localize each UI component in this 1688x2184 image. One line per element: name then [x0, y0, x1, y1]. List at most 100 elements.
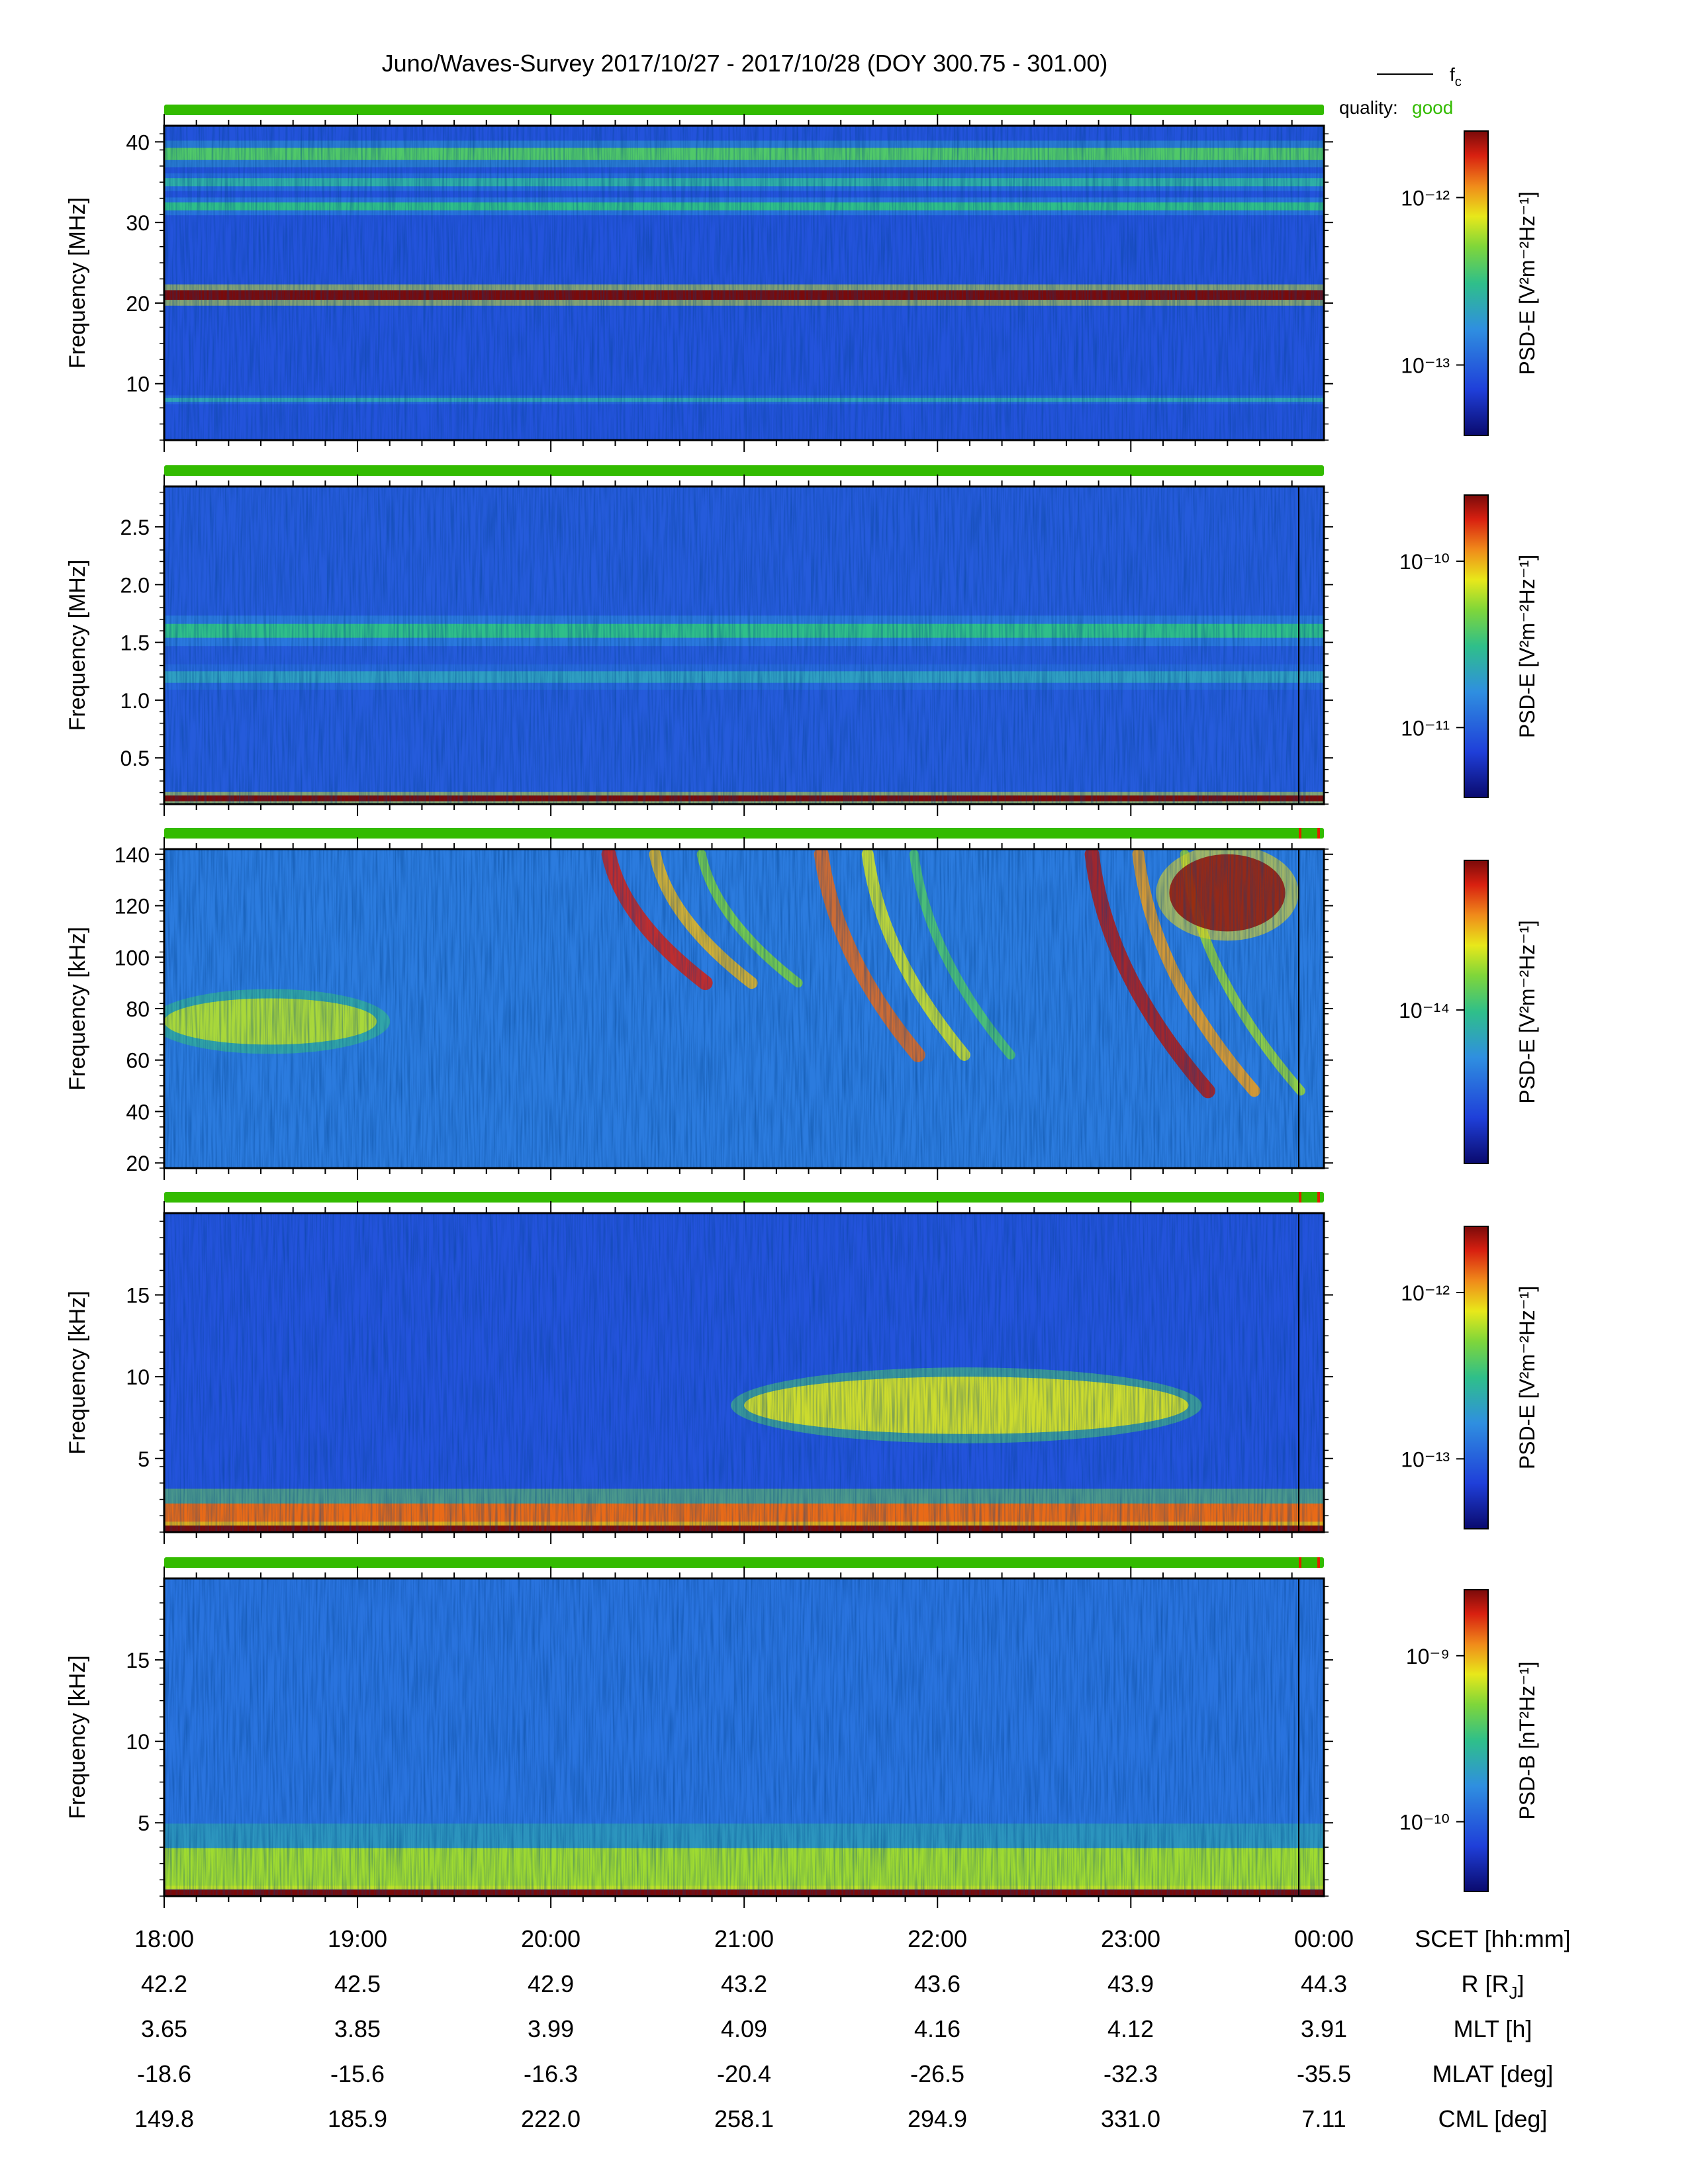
- ephemeris-value-4-0: 149.8: [134, 2105, 194, 2132]
- ephemeris-value-2-1: 3.85: [334, 2015, 381, 2042]
- ephemeris-label-0: SCET [hh:mm]: [1415, 1925, 1570, 1952]
- panel2-ytick-label-4: 2.5: [120, 516, 150, 539]
- panel5-colorbar-tick-label-1: 10⁻⁹: [1406, 1645, 1450, 1668]
- panel2-colorbar-tick-label-1: 10⁻¹⁰: [1399, 550, 1450, 574]
- ephemeris-value-0-5: 23:00: [1101, 1925, 1160, 1952]
- ephemeris-value-3-4: -26.5: [910, 2060, 964, 2087]
- panel3-quality-flag-1: [1317, 828, 1320, 839]
- panel3-quality-flag-0: [1299, 828, 1301, 839]
- ephemeris-value-1-4: 43.6: [914, 1970, 961, 1997]
- panel1-ytick-label-2: 30: [126, 211, 150, 235]
- ephemeris-value-4-1: 185.9: [328, 2105, 387, 2132]
- panel2-ytick-label-0: 0.5: [120, 747, 150, 770]
- panel2-colorbar: [1464, 494, 1489, 798]
- panel4-colorbar: [1464, 1226, 1489, 1529]
- panel4-spectrogram: 5 10 15 Frequency [kHz] 10⁻¹³ 10⁻¹² PSD-E [V²m…: [65, 1192, 1539, 1544]
- panel5-spectrogram: 5 10 15 Frequency [kHz] 10⁻¹⁰ 10⁻⁹ PSD-B [nT²H…: [65, 1557, 1539, 1908]
- panel2-ytick-label-1: 1.0: [120, 689, 150, 713]
- panel2-texture: [164, 486, 1324, 804]
- panel3-texture: [164, 849, 1324, 1168]
- ephemeris-value-4-6: 7.11: [1301, 2105, 1346, 2132]
- panel3-spectrogram: 20 40 60 80 100 120 140 Frequency [kHz] 10⁻¹⁴ PSD…: [65, 828, 1539, 1180]
- ephemeris-value-0-6: 00:00: [1294, 1925, 1354, 1952]
- ephemeris-label-2: MLT [h]: [1454, 2015, 1532, 2042]
- panel4-ylabel: Frequency [kHz]: [65, 1291, 90, 1455]
- ephemeris-value-3-2: -16.3: [524, 2060, 578, 2087]
- panel1-texture: [164, 126, 1324, 440]
- ephemeris-value-1-6: 44.3: [1301, 1970, 1347, 1997]
- panel5-quality-flag-0: [1299, 1557, 1301, 1568]
- ephemeris-value-4-3: 258.1: [714, 2105, 774, 2132]
- panel2-ytick-label-3: 2.0: [120, 573, 150, 597]
- panel1-spectrogram: 10 20 30 40 Frequency [MHz] 10⁻¹³ 10⁻¹² PSD-E […: [65, 105, 1539, 452]
- panel3-ytick-label-1: 40: [126, 1100, 150, 1124]
- panel1-colorbar-tick-label-0: 10⁻¹³: [1401, 354, 1450, 378]
- panel2-ytick-label-2: 1.5: [120, 631, 150, 655]
- ephemeris-value-1-3: 43.2: [721, 1970, 767, 1997]
- panel3-colorbar-label: PSD-E [V²m⁻²Hz⁻¹]: [1515, 920, 1539, 1103]
- ephemeris-value-3-1: -15.6: [330, 2060, 385, 2087]
- panel4-colorbar-label: PSD-E [V²m⁻²Hz⁻¹]: [1515, 1286, 1539, 1469]
- ephemeris-label-1: R [RJ]: [1461, 1970, 1524, 2003]
- panel4-texture: [164, 1213, 1324, 1532]
- panel2-quality-bar: [164, 465, 1324, 476]
- ephemeris-value-2-3: 4.09: [721, 2015, 767, 2042]
- fc-legend: fc: [1377, 64, 1462, 89]
- panel3-colorbar: [1464, 860, 1489, 1164]
- ephemeris-value-3-5: -32.3: [1103, 2060, 1158, 2087]
- ephemeris-label-4: CML [deg]: [1438, 2105, 1548, 2132]
- ephemeris-value-2-6: 3.91: [1301, 2015, 1347, 2042]
- panel5-quality-flag-1: [1317, 1557, 1320, 1568]
- ephemeris-value-4-2: 222.0: [521, 2105, 581, 2132]
- panel3-ytick-label-5: 120: [115, 895, 150, 919]
- panel3-ytick-label-0: 20: [126, 1152, 150, 1175]
- ephemeris-value-3-6: -35.5: [1297, 2060, 1351, 2087]
- panel1-ytick-label-3: 40: [126, 130, 150, 154]
- ephemeris-value-1-5: 43.9: [1107, 1970, 1154, 1997]
- panel4-colorbar-tick-label-1: 10⁻¹²: [1401, 1281, 1450, 1305]
- quality-legend: quality: good: [1339, 97, 1453, 118]
- panel4-ytick-label-1: 10: [126, 1365, 150, 1389]
- spectrogram-panels: 10 20 30 40 Frequency [MHz] 10⁻¹³ 10⁻¹² PSD-E […: [65, 105, 1539, 1908]
- panel5-texture: [164, 1578, 1324, 1896]
- ephemeris-value-0-4: 22:00: [908, 1925, 967, 1952]
- panel5-colorbar-label: PSD-B [nT²Hz⁻¹]: [1515, 1661, 1539, 1819]
- panel5-colorbar: [1464, 1589, 1489, 1892]
- panel5-colorbar-tick-label-0: 10⁻¹⁰: [1399, 1811, 1450, 1835]
- ephemeris-value-0-3: 21:00: [714, 1925, 774, 1952]
- panel2-colorbar-tick-label-0: 10⁻¹¹: [1401, 716, 1450, 740]
- ephemeris-value-0-0: 18:00: [134, 1925, 194, 1952]
- ephemeris-value-2-2: 3.99: [528, 2015, 574, 2042]
- panel3-ytick-label-2: 60: [126, 1049, 150, 1073]
- panel3-ytick-label-6: 140: [115, 843, 150, 867]
- ephemeris-value-1-1: 42.5: [334, 1970, 381, 1997]
- ephemeris-value-1-2: 42.9: [528, 1970, 574, 1997]
- panel3-colorbar-tick-label-0: 10⁻¹⁴: [1399, 999, 1450, 1023]
- ephemeris-value-2-5: 4.12: [1107, 2015, 1154, 2042]
- panel4-quality-bar: [164, 1192, 1324, 1203]
- ephemeris-label-3: MLAT [deg]: [1432, 2060, 1554, 2087]
- panel3-quality-bar: [164, 828, 1324, 839]
- panel1-ytick-label-0: 10: [126, 373, 150, 396]
- panel3-ytick-label-3: 80: [126, 997, 150, 1021]
- panel4-ytick-label-0: 5: [138, 1447, 150, 1471]
- panel1-ylabel: Frequency [MHz]: [65, 197, 90, 369]
- panel2-colorbar-label: PSD-E [V²m⁻²Hz⁻¹]: [1515, 555, 1539, 738]
- ephemeris-value-3-3: -20.4: [717, 2060, 771, 2087]
- panel5-ytick-label-1: 10: [126, 1730, 150, 1754]
- ephemeris-table: 18:00 19:00 20:00 21:00 22:00 23:00 00:00 SCET …: [134, 1925, 1571, 2132]
- panel5-ytick-label-2: 15: [126, 1649, 150, 1672]
- panel3-ytick-label-4: 100: [115, 946, 150, 970]
- ephemeris-value-3-0: -18.6: [137, 2060, 191, 2087]
- ephemeris-value-4-5: 331.0: [1101, 2105, 1160, 2132]
- panel4-quality-flag-1: [1317, 1192, 1320, 1203]
- panel1-colorbar-tick-label-1: 10⁻¹²: [1401, 187, 1450, 210]
- panel3-ylabel: Frequency [kHz]: [65, 927, 90, 1091]
- quality-value: good: [1412, 97, 1453, 118]
- ephemeris-value-0-1: 19:00: [328, 1925, 387, 1952]
- fc-legend-label: fc: [1450, 64, 1462, 89]
- panel1-quality-bar: [164, 105, 1324, 115]
- panel4-quality-flag-0: [1299, 1192, 1301, 1203]
- ephemeris-value-1-0: 42.2: [141, 1970, 187, 1997]
